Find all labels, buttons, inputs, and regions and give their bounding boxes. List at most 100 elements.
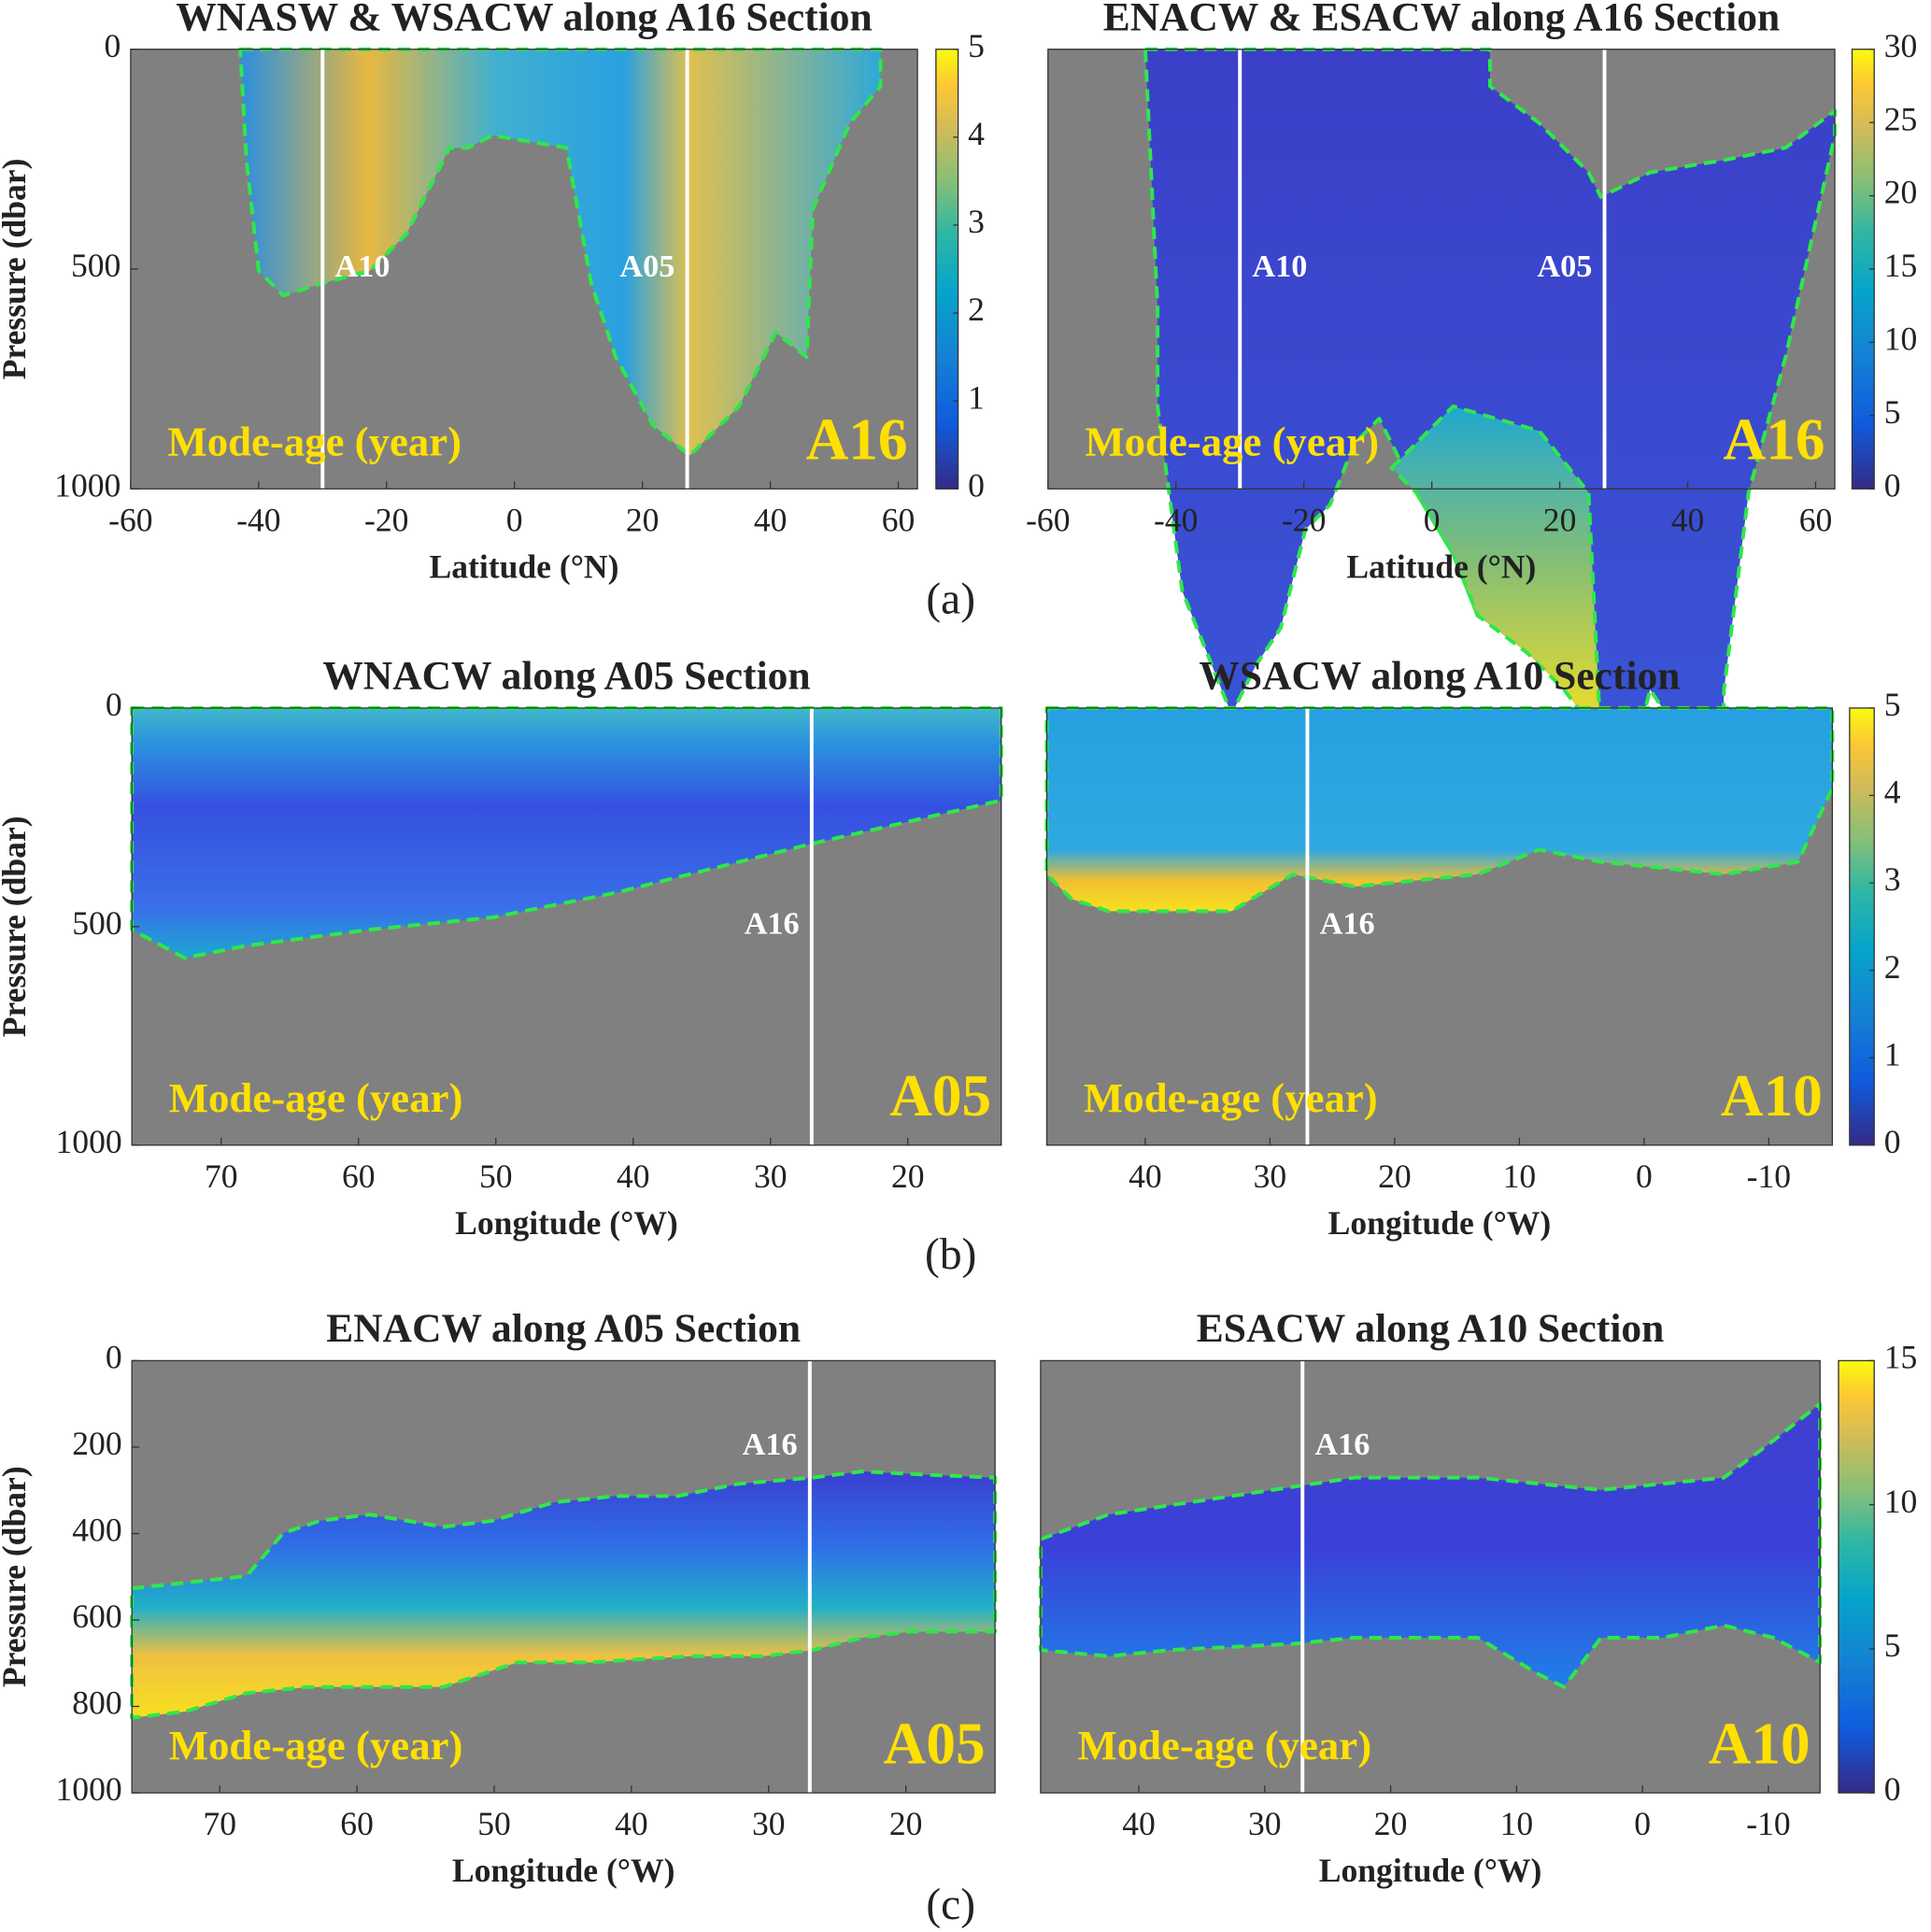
colorbar-tick-label: 20	[1884, 174, 1918, 211]
colorbar-tick-label: 0	[1884, 466, 1901, 504]
y-tick-label: 600	[72, 1598, 121, 1635]
y-axis-label: Pressure (dbar)	[0, 816, 33, 1037]
chart-title: WNACW along A05 Section	[322, 654, 810, 699]
plot-frame	[1047, 49, 1836, 490]
legend-text: Mode-age (year)	[169, 1722, 463, 1769]
chart-title: WNASW & WSACW along A16 Section	[176, 0, 872, 39]
x-axis-label: Latitude (°N)	[429, 547, 618, 585]
colorbar-tick-label: 3	[968, 203, 985, 240]
field	[1044, 705, 1835, 914]
colorbar-tick-label: 25	[1884, 100, 1918, 137]
chart-title: WSACW along A10 Section	[1199, 654, 1680, 699]
colorbar-tick-label: 4	[1884, 774, 1901, 811]
legend-text: Mode-age (year)	[1084, 1074, 1378, 1121]
colorbar	[1849, 707, 1875, 1146]
x-tick-label: 20	[626, 501, 660, 538]
plot-frame	[1040, 1359, 1821, 1794]
x-tick-label: -60	[108, 501, 152, 538]
section-label: A16	[1724, 407, 1825, 473]
section-label: A16	[806, 407, 908, 473]
y-axis-label: Pressure (dbar)	[0, 1466, 33, 1687]
colorbar-tick-label: 15	[1884, 1339, 1918, 1376]
x-tick-label: 20	[889, 1805, 923, 1842]
colorbar	[1838, 1359, 1875, 1794]
section-label: A10	[1709, 1711, 1810, 1776]
crossing-label: A16	[1320, 906, 1375, 942]
chart-title: ENACW along A05 Section	[326, 1306, 801, 1351]
chart-title: ENACW & ESACW along A16 Section	[1103, 0, 1780, 39]
crossing-label: A10	[1252, 249, 1307, 284]
colorbar-tick-label: 10	[1884, 320, 1918, 358]
colorbar-tick-label: 0	[1884, 1770, 1901, 1808]
x-tick-label: 40	[615, 1805, 648, 1842]
y-tick-label: 0	[105, 27, 121, 64]
x-tick-label: 30	[754, 1158, 788, 1195]
y-tick-label: 1000	[55, 1123, 121, 1160]
section-label: A05	[884, 1711, 986, 1776]
x-tick-label: 20	[1374, 1805, 1408, 1842]
x-axis-label: Longitude (°W)	[1328, 1204, 1552, 1242]
x-tick-label: 0	[1424, 501, 1441, 538]
x-tick-label: 40	[754, 501, 788, 538]
x-tick-label: 20	[1543, 501, 1577, 538]
x-tick-label: -40	[1154, 501, 1198, 538]
x-tick-label: 0	[506, 501, 523, 538]
x-tick-label: 60	[342, 1158, 376, 1195]
y-tick-label: 400	[72, 1512, 121, 1549]
x-tick-label: 70	[205, 1158, 238, 1195]
y-tick-label: 0	[106, 686, 122, 723]
colorbar-tick-label: 5	[1884, 686, 1901, 723]
chart-title: ESACW along A10 Section	[1197, 1306, 1665, 1351]
x-tick-label: 10	[1503, 1158, 1537, 1195]
x-tick-label: -20	[1282, 501, 1326, 538]
crossing-label: A05	[1537, 249, 1592, 284]
panel-label: (b)	[925, 1230, 976, 1279]
x-tick-label: 30	[752, 1805, 786, 1842]
legend-text: Mode-age (year)	[1077, 1722, 1371, 1769]
y-tick-label: 1000	[54, 466, 121, 504]
y-tick-label: 200	[72, 1425, 121, 1462]
x-tick-label: 0	[1636, 1158, 1653, 1195]
y-tick-label: 800	[72, 1684, 121, 1722]
x-axis-label: Longitude (°W)	[1319, 1852, 1542, 1889]
y-tick-label: 500	[72, 904, 121, 942]
colorbar-tick-label: 10	[1884, 1483, 1918, 1520]
y-axis-label: Pressure (dbar)	[0, 159, 33, 380]
crossing-label: A16	[745, 906, 800, 942]
colorbar-tick-label: 1	[968, 378, 985, 416]
x-tick-label: 0	[1634, 1805, 1651, 1842]
crossing-label: A16	[743, 1427, 798, 1462]
crossing-label: A16	[1314, 1427, 1370, 1462]
colorbar	[935, 49, 959, 490]
colorbar-tick-label: 15	[1884, 247, 1918, 284]
colorbar-tick-label: 30	[1884, 27, 1918, 64]
x-tick-label: 30	[1248, 1805, 1282, 1842]
x-tick-label: 60	[340, 1805, 374, 1842]
panel-label: (c)	[926, 1881, 975, 1929]
x-tick-label: 20	[1378, 1158, 1412, 1195]
x-tick-label: 30	[1254, 1158, 1287, 1195]
x-tick-label: 40	[1122, 1805, 1156, 1842]
x-tick-label: 20	[891, 1158, 925, 1195]
x-tick-label: 10	[1500, 1805, 1534, 1842]
x-tick-label: 40	[617, 1158, 650, 1195]
legend-text: Mode-age (year)	[167, 418, 461, 464]
legend-text: Mode-age (year)	[1085, 418, 1379, 464]
colorbar-tick-label: 0	[968, 466, 985, 504]
y-tick-label: 1000	[55, 1770, 121, 1808]
x-tick-label: 70	[203, 1805, 236, 1842]
x-tick-label: -10	[1747, 1158, 1791, 1195]
colorbar-tick-label: 0	[1884, 1123, 1901, 1160]
x-tick-label: 60	[882, 501, 916, 538]
x-tick-label: -10	[1746, 1805, 1790, 1842]
panel-label: (a)	[926, 575, 975, 624]
x-axis-label: Longitude (°W)	[455, 1204, 678, 1242]
colorbar-tick-label: 1	[1884, 1035, 1901, 1073]
plot-frame	[131, 1359, 996, 1794]
plot-frame	[1045, 707, 1834, 1146]
x-tick-label: 40	[1129, 1158, 1162, 1195]
y-tick-label: 500	[71, 247, 121, 284]
x-tick-label: 40	[1671, 501, 1705, 538]
field	[238, 47, 883, 458]
